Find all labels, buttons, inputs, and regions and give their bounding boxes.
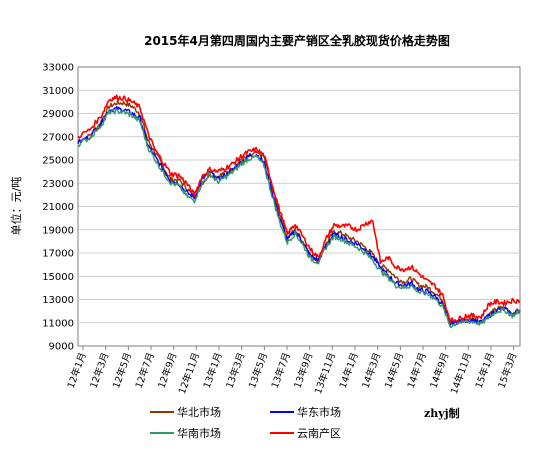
x-tick-label: 12年7月 — [133, 351, 157, 390]
x-tick-label: 12年3月 — [88, 351, 112, 390]
x-tick-label: 14年9月 — [428, 351, 452, 390]
legend-label-2: 华东市场 — [297, 405, 341, 419]
x-tick-label: 12年5月 — [110, 351, 134, 390]
x-tick-label: 14年11月 — [448, 351, 474, 396]
x-tick-label: 13年5月 — [246, 351, 270, 390]
x-tick-label: 14年7月 — [405, 351, 429, 390]
x-tick-label: 12年9月 — [156, 351, 180, 390]
x-tick-label: 12年1月 — [65, 351, 89, 390]
y-tick-label: 31000 — [42, 86, 74, 97]
y-tick-label: 23000 — [42, 179, 74, 190]
y-tick-label: 27000 — [42, 132, 74, 143]
credit-label: zhyj制 — [424, 406, 460, 420]
y-tick-label: 17000 — [42, 249, 74, 260]
y-tick-label: 33000 — [42, 63, 74, 74]
x-tick-label: 14年3月 — [360, 351, 384, 390]
legend-label-4: 云南产区 — [297, 426, 341, 440]
y-tick-label: 21000 — [42, 202, 74, 213]
series-lines — [77, 94, 521, 329]
gridlines — [78, 89, 520, 324]
y-axis-ticks: 9000 11000 13000 15000 17000 19000 21000 23000 2… — [42, 63, 74, 353]
y-tick-label: 25000 — [42, 156, 74, 167]
y-tick-label: 19000 — [42, 225, 74, 236]
chart-title: 2015年4月第四周国内主要产销区全乳胶现货价格走势图 — [144, 33, 450, 48]
y-tick-label: 15000 — [42, 272, 74, 283]
y-tick-label: 13000 — [42, 295, 74, 306]
x-tick-label: 13年7月 — [269, 351, 293, 390]
x-tick-label: 13年1月 — [201, 351, 225, 390]
y-tick-label: 29000 — [42, 109, 74, 120]
x-tick-label: 13年9月 — [292, 351, 316, 390]
x-tick-label: 12年11月 — [176, 351, 202, 396]
x-tick-label: 13年11月 — [312, 351, 338, 396]
x-tick-label: 15年1月 — [473, 351, 497, 390]
legend-label-1: 华北市场 — [177, 405, 221, 419]
x-tick-label: 13年3月 — [224, 351, 248, 390]
legend-label-3: 华南市场 — [177, 426, 221, 440]
series-line-3 — [77, 108, 521, 329]
y-axis-label: 单位：元/吨 — [9, 177, 23, 236]
y-tick-label: 11000 — [42, 318, 74, 329]
x-tick-label: 15年3月 — [496, 351, 520, 390]
series-line-4 — [77, 94, 521, 324]
x-tick-label: 14年5月 — [382, 351, 406, 390]
y-tick-label: 9000 — [49, 342, 74, 353]
x-tick-label: 14年1月 — [337, 351, 361, 390]
